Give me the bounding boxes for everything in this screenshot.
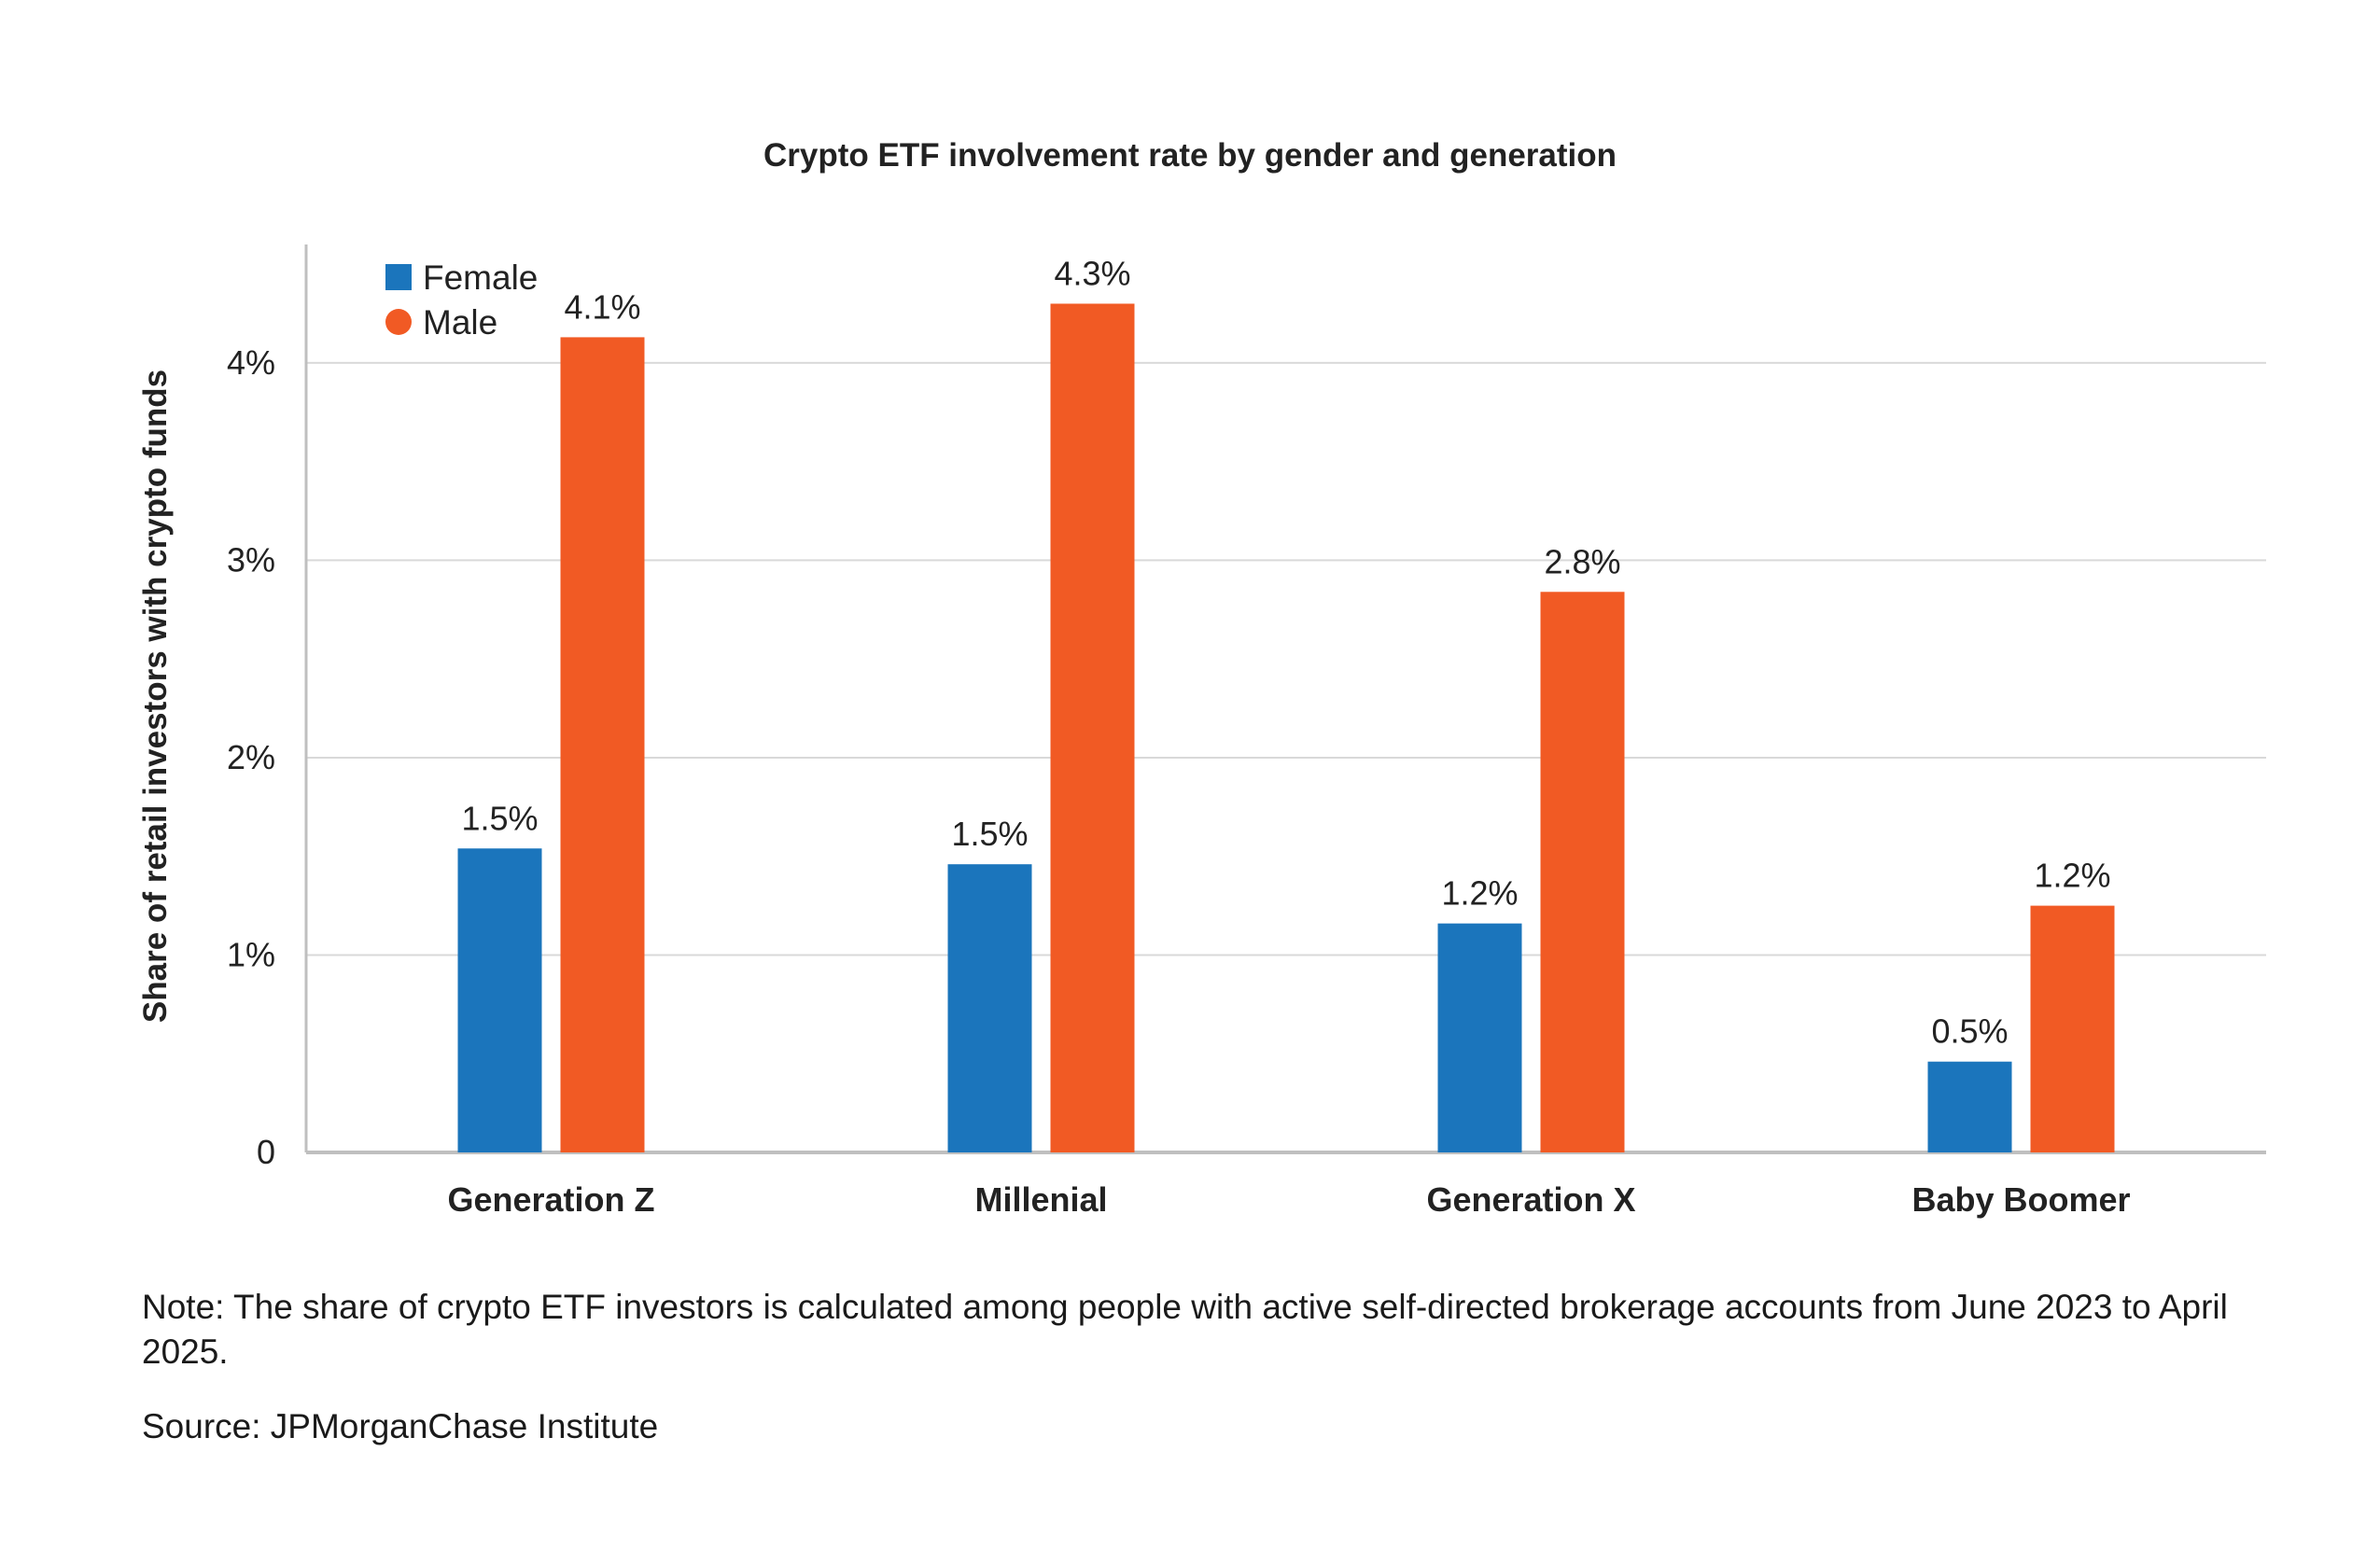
y-tick-label: 4% — [227, 343, 275, 382]
y-tick-label: 3% — [227, 540, 275, 579]
legend: Female Male — [385, 258, 538, 342]
x-tick-label: Generation Z — [447, 1180, 654, 1219]
bar-female — [1437, 923, 1522, 1152]
chart-note: Note: The share of crypto ETF investors … — [142, 1288, 2228, 1371]
data-label: 4.1% — [564, 287, 640, 326]
bar-male — [2030, 905, 2115, 1152]
bar-male — [560, 337, 645, 1152]
x-tick-labels: Generation Z Millenial Generation X Baby Bo… — [447, 1180, 2130, 1219]
bars — [457, 303, 2115, 1152]
y-tick-label: 2% — [227, 738, 275, 776]
y-axis-label: Share of retail investors with crypto fu… — [137, 370, 174, 1023]
x-tick-label: Generation X — [1426, 1180, 1635, 1219]
data-label: 1.5% — [951, 815, 1028, 853]
data-label: 1.5% — [461, 799, 538, 837]
legend-marker-female — [385, 264, 412, 290]
chart-title: Crypto ETF involvement rate by gender an… — [763, 137, 1617, 174]
data-label: 1.2% — [1441, 874, 1518, 913]
data-label: 0.5% — [1931, 1012, 2008, 1051]
data-label: 4.3% — [1054, 254, 1130, 292]
x-tick-label: Millenial — [974, 1180, 1107, 1219]
chart-source: Source: JPMorganChase Institute — [142, 1407, 659, 1445]
data-label: 1.2% — [2034, 857, 2110, 895]
data-labels: 1.5% 4.1% 1.5% 4.3% 1.2% 2.8% 0.5% 1.2% — [461, 254, 2110, 1050]
data-label: 2.8% — [1544, 542, 1620, 580]
y-tick-label: 1% — [227, 935, 275, 973]
legend-label-female: Female — [423, 258, 538, 297]
legend-label-male: Male — [423, 303, 497, 342]
bar-female — [947, 864, 1032, 1152]
bar-male — [1540, 592, 1625, 1152]
legend-marker-male — [385, 309, 412, 335]
y-tick-labels: 0 1% 2% 3% 4% — [227, 343, 275, 1171]
x-tick-label: Baby Boomer — [1911, 1180, 2130, 1219]
bar-female — [1927, 1061, 2012, 1152]
bar-female — [457, 848, 542, 1152]
y-tick-label: 0 — [257, 1133, 275, 1171]
bar-male — [1050, 303, 1135, 1152]
